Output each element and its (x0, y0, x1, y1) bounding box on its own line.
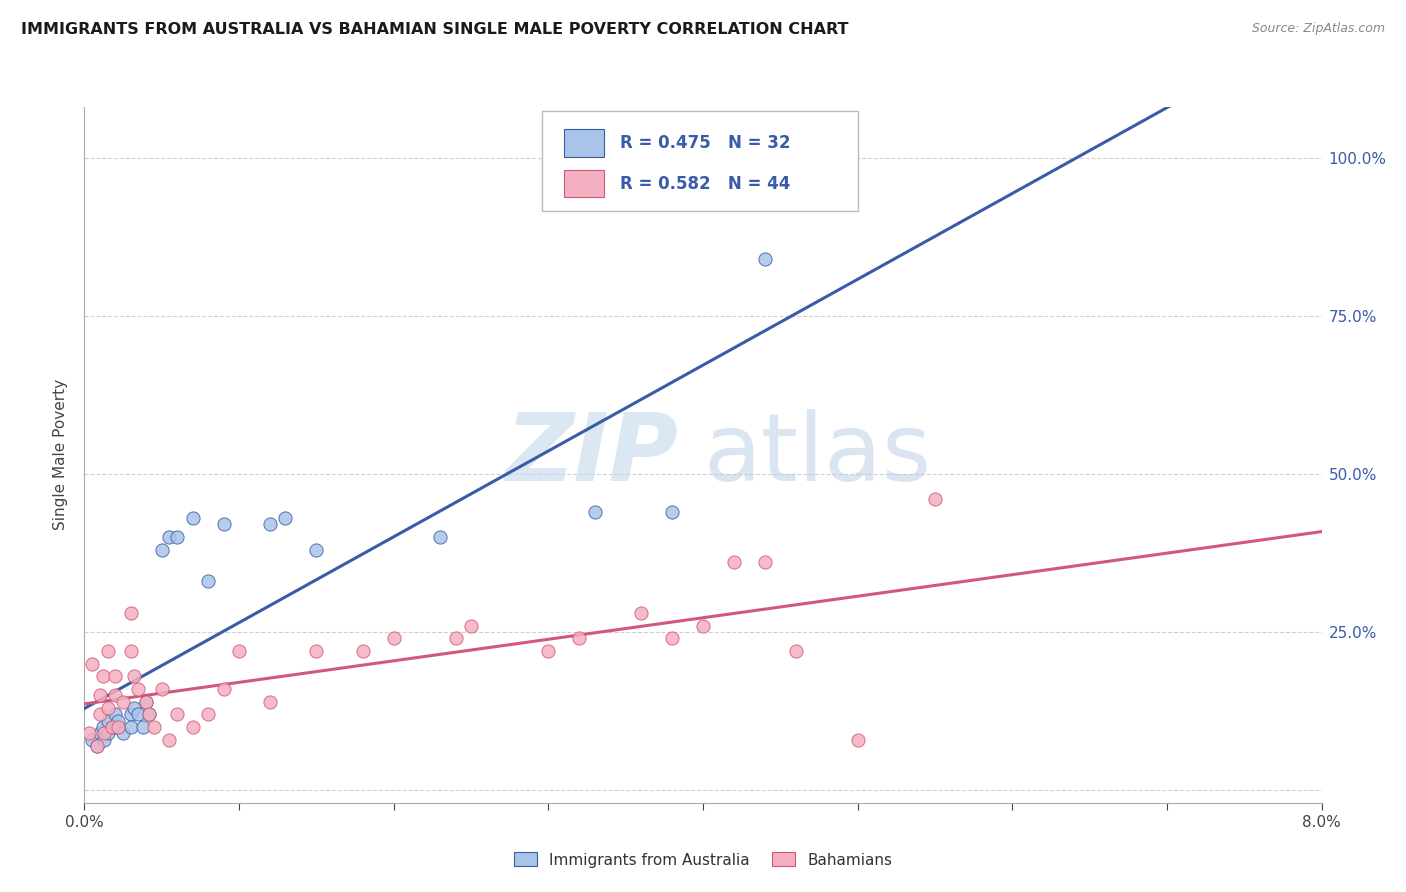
Point (82, 732, 104, 747)
Point (104, 707, 127, 722)
Point (96, 726, 120, 740)
Point (181, 511, 204, 525)
Point (120, 644, 142, 658)
Point (86, 739, 108, 753)
Point (754, 252, 776, 266)
Point (197, 574, 219, 589)
Point (143, 720, 166, 734)
Point (120, 606, 142, 620)
Bar (564, 169, 605, 197)
Point (101, 720, 124, 734)
Point (135, 695, 157, 709)
Text: ZIP: ZIP (505, 409, 678, 501)
Point (846, 732, 869, 747)
Text: R = 0.475   N = 32: R = 0.475 N = 32 (620, 134, 790, 153)
Point (159, 530, 180, 544)
Point (166, 530, 188, 544)
Point (460, 618, 482, 632)
Point (107, 714, 129, 728)
Point (112, 726, 135, 740)
Point (96, 701, 120, 715)
Point (568, 632, 591, 646)
Point (382, 632, 405, 646)
Point (91, 669, 114, 683)
Point (166, 707, 188, 722)
Point (101, 720, 124, 734)
Point (723, 556, 745, 570)
Y-axis label: Single Male Poverty: Single Male Poverty (53, 379, 69, 531)
Point (89, 707, 111, 722)
Point (138, 707, 160, 722)
Point (104, 688, 127, 702)
Point (429, 530, 451, 544)
Point (583, 505, 606, 519)
Point (96, 714, 120, 728)
Point (630, 606, 652, 620)
Point (159, 732, 180, 747)
Point (197, 707, 219, 722)
Point (138, 707, 160, 722)
Point (274, 511, 297, 525)
Point (661, 505, 683, 519)
Point (93, 732, 115, 747)
Point (924, 492, 946, 507)
Point (93, 726, 115, 740)
Point (135, 695, 157, 709)
Text: R = 0.582   N = 44: R = 0.582 N = 44 (620, 175, 790, 193)
Point (120, 707, 142, 722)
Point (754, 556, 776, 570)
Point (122, 701, 145, 715)
Point (120, 720, 142, 734)
Point (128, 707, 150, 722)
Point (661, 632, 683, 646)
Text: Source: ZipAtlas.com: Source: ZipAtlas.com (1251, 22, 1385, 36)
Legend: Immigrants from Australia, Bahamians: Immigrants from Australia, Bahamians (506, 845, 900, 875)
Point (89, 688, 111, 702)
Text: IMMIGRANTS FROM AUSTRALIA VS BAHAMIAN SINGLE MALE POVERTY CORRELATION CHART: IMMIGRANTS FROM AUSTRALIA VS BAHAMIAN SI… (21, 22, 849, 37)
Point (305, 644, 328, 658)
Point (107, 720, 129, 734)
Point (77, 726, 100, 740)
Point (444, 632, 467, 646)
Point (82, 657, 104, 671)
Point (212, 517, 235, 532)
Point (104, 669, 127, 683)
Point (352, 644, 374, 658)
Point (104, 720, 127, 734)
Point (96, 644, 120, 658)
Bar (564, 129, 605, 157)
Text: atlas: atlas (703, 409, 931, 501)
Point (122, 669, 145, 683)
Point (785, 644, 807, 658)
Point (128, 681, 150, 696)
Point (132, 720, 155, 734)
Point (537, 644, 560, 658)
Point (112, 695, 135, 709)
Point (91, 720, 114, 734)
Point (259, 695, 281, 709)
Point (212, 681, 235, 696)
Point (181, 720, 204, 734)
Point (305, 542, 328, 557)
Point (692, 618, 714, 632)
FancyBboxPatch shape (543, 111, 858, 211)
Point (89, 726, 111, 740)
Point (150, 681, 173, 696)
Point (86, 739, 108, 753)
Point (228, 644, 250, 658)
Point (259, 517, 281, 532)
Point (150, 542, 173, 557)
